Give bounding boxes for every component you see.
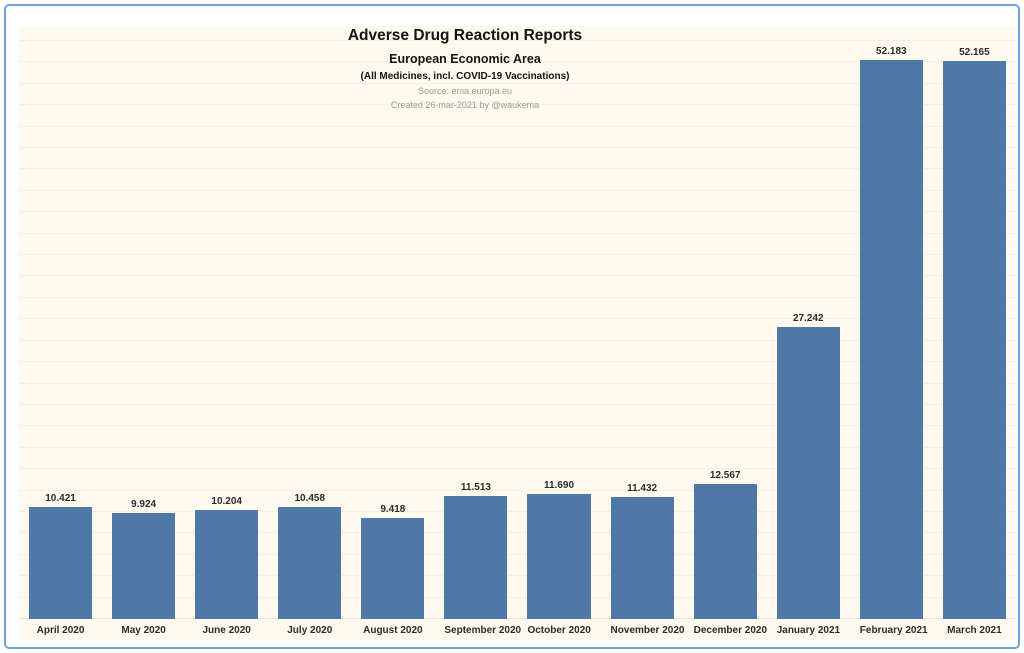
chart-created: Created 26-mar-2021 by @waukema bbox=[390, 100, 540, 110]
chart-header: Adverse Drug Reaction Reports European E… bbox=[19, 27, 911, 110]
bar-value-label: 9.924 bbox=[131, 498, 157, 510]
bar-category-label: May 2020 bbox=[121, 625, 166, 636]
bar[interactable] bbox=[942, 60, 1006, 619]
gridline bbox=[19, 339, 1016, 341]
bar-column: 27.242 January 2021 bbox=[776, 26, 841, 640]
bar-value-label: 12.567 bbox=[709, 470, 741, 482]
gridline bbox=[19, 553, 1016, 555]
gridline bbox=[19, 296, 1016, 298]
chart-title: Adverse Drug Reaction Reports bbox=[347, 27, 583, 44]
bar-value-label: 11.690 bbox=[543, 479, 575, 491]
gridline bbox=[19, 532, 1016, 534]
bar[interactable] bbox=[195, 509, 259, 619]
bar[interactable] bbox=[527, 493, 591, 619]
gridline bbox=[19, 382, 1016, 384]
bar-category-label: June 2020 bbox=[202, 625, 251, 636]
gridline bbox=[19, 510, 1016, 512]
gridline bbox=[19, 211, 1016, 213]
bar-category-label: October 2020 bbox=[527, 625, 591, 636]
gridline bbox=[19, 125, 1016, 127]
bar-category-label: September 2020 bbox=[444, 625, 522, 636]
bar-column: 11.432 November 2020 bbox=[610, 26, 685, 640]
bar-column: 10.204 June 2020 bbox=[195, 26, 259, 640]
chart-source: Source: ema.europa.eu bbox=[417, 86, 513, 96]
gridline bbox=[19, 425, 1016, 427]
bar-column: 52.165 March 2021 bbox=[942, 26, 1006, 640]
bar-category-label: February 2021 bbox=[859, 625, 928, 636]
gridline bbox=[19, 489, 1016, 491]
bar-value-label: 52.165 bbox=[959, 46, 990, 58]
gridline bbox=[19, 254, 1016, 256]
x-axis-baseline bbox=[19, 618, 1016, 619]
bar[interactable] bbox=[361, 518, 425, 619]
bar-column: 9.924 May 2020 bbox=[112, 26, 176, 640]
gridline bbox=[19, 318, 1016, 320]
gridline bbox=[19, 361, 1016, 363]
gridline bbox=[19, 403, 1016, 405]
bars-container: 10.421 April 2020 9.924 May 2020 10.204 June … bbox=[19, 26, 1016, 640]
gridline bbox=[19, 40, 1016, 41]
bar-column: 11.513 September 2020 bbox=[444, 26, 522, 640]
bar-column: 52.183 February 2021 bbox=[859, 26, 928, 640]
gridline bbox=[19, 596, 1016, 598]
gridline bbox=[19, 232, 1016, 234]
gridline bbox=[19, 446, 1016, 448]
gridline bbox=[19, 275, 1016, 277]
bar-value-label: 11.513 bbox=[460, 481, 491, 493]
bar-column: 11.690 October 2020 bbox=[527, 26, 591, 640]
gridline bbox=[19, 82, 1016, 84]
bar-value-label: 11.432 bbox=[627, 482, 658, 494]
bar[interactable] bbox=[278, 507, 342, 619]
bar[interactable] bbox=[610, 496, 674, 619]
bar-category-label: December 2020 bbox=[693, 625, 768, 636]
gridline bbox=[19, 61, 1016, 63]
gridline bbox=[19, 575, 1016, 577]
bar[interactable] bbox=[29, 507, 93, 619]
bar-category-label: March 2021 bbox=[947, 625, 1002, 636]
gridline bbox=[19, 104, 1016, 106]
bar[interactable] bbox=[444, 495, 508, 619]
chart-note: (All Medicines, incl. COVID-19 Vaccinati… bbox=[360, 71, 570, 82]
bar-column: 10.458 July 2020 bbox=[278, 26, 342, 640]
plot-panel: 10.421 April 2020 9.924 May 2020 10.204 June … bbox=[19, 26, 1016, 640]
chart-frame: 10.421 April 2020 9.924 May 2020 10.204 June … bbox=[4, 4, 1020, 649]
bar[interactable] bbox=[776, 327, 840, 619]
bar-category-label: July 2020 bbox=[287, 625, 333, 636]
bar-value-label: 52.183 bbox=[876, 46, 907, 58]
gridline bbox=[19, 468, 1016, 470]
bar-value-label: 27.242 bbox=[792, 313, 824, 325]
bar-column: 10.421 April 2020 bbox=[29, 26, 93, 640]
gridline bbox=[19, 189, 1016, 191]
bar[interactable] bbox=[859, 60, 923, 619]
bar[interactable] bbox=[693, 484, 757, 619]
chart-subtitle: European Economic Area bbox=[389, 52, 541, 66]
gridline bbox=[19, 168, 1016, 170]
bar-category-label: August 2020 bbox=[363, 625, 423, 636]
bar-value-label: 9.418 bbox=[380, 504, 406, 516]
bar-column: 9.418 August 2020 bbox=[361, 26, 425, 640]
bar[interactable] bbox=[112, 512, 176, 619]
bar-category-label: January 2021 bbox=[776, 625, 841, 636]
bar-column: 12.567 December 2020 bbox=[693, 26, 768, 640]
bar-value-label: 10.421 bbox=[45, 493, 76, 505]
bar-value-label: 10.204 bbox=[211, 495, 242, 507]
bar-value-label: 10.458 bbox=[294, 493, 326, 505]
bar-category-label: November 2020 bbox=[610, 625, 685, 636]
gridline bbox=[19, 147, 1016, 149]
bar-category-label: April 2020 bbox=[36, 625, 85, 636]
